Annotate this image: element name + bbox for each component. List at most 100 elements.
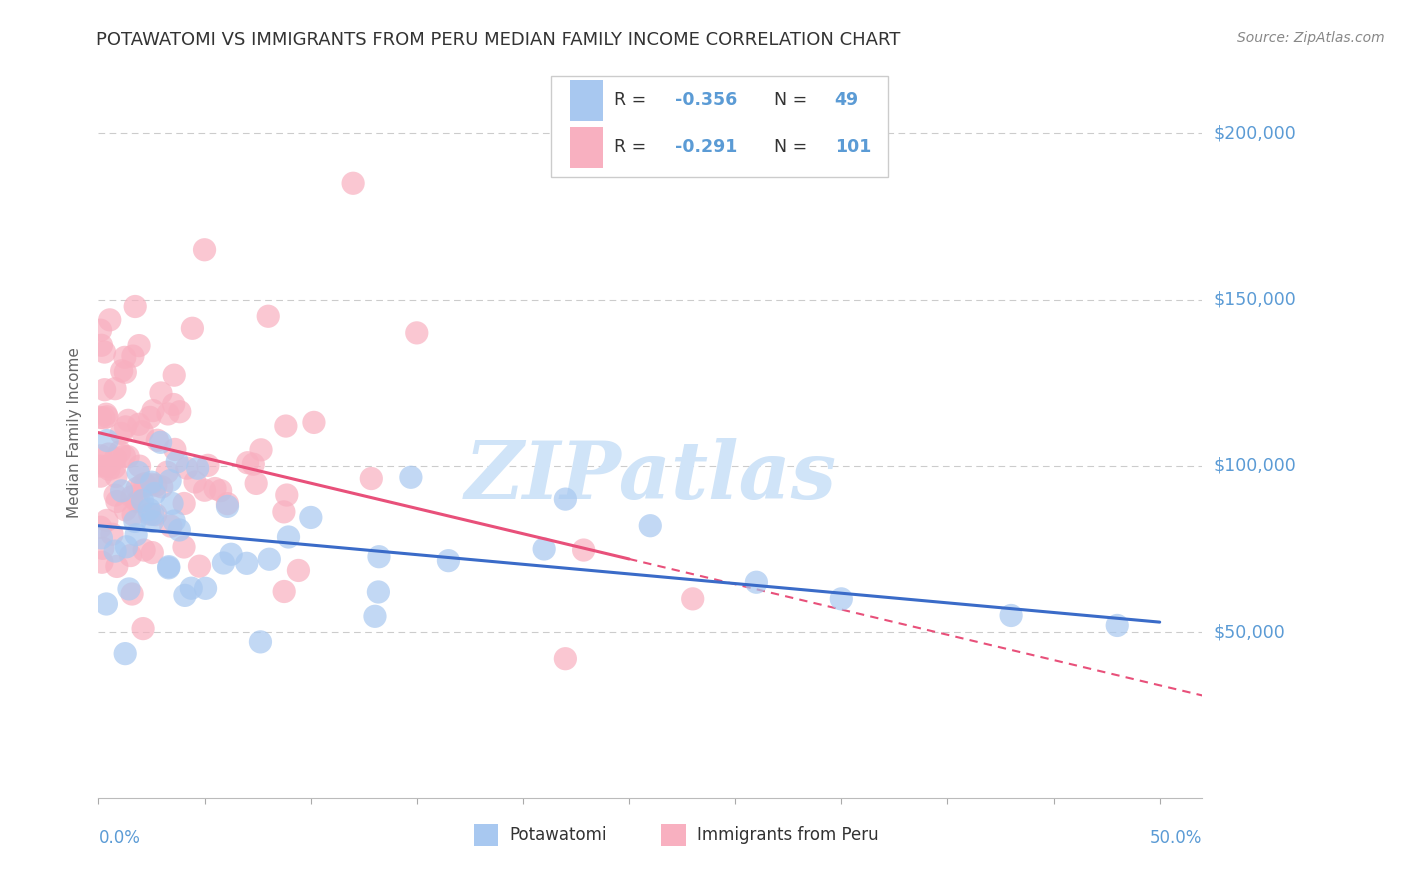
Point: [128, 338, 150, 352]
Point: [163, 514, 186, 528]
Point: [149, 435, 172, 450]
Point: [149, 386, 172, 401]
Point: [219, 547, 242, 561]
Point: [128, 459, 150, 474]
Point: [125, 527, 148, 541]
Point: [127, 481, 149, 495]
Point: [360, 471, 382, 485]
Text: 0.0%: 0.0%: [98, 829, 141, 847]
Text: ZIPatlas: ZIPatlas: [464, 438, 837, 516]
Point: [157, 559, 180, 574]
Point: [399, 470, 422, 484]
Point: [194, 582, 217, 596]
Point: [96, 434, 118, 448]
Point: [160, 496, 183, 510]
Point: [91, 541, 114, 556]
Point: [160, 519, 183, 533]
Point: [572, 543, 595, 558]
Point: [90, 531, 112, 545]
Point: [745, 575, 768, 590]
Point: [437, 554, 460, 568]
Point: [131, 478, 153, 492]
Point: [193, 243, 215, 257]
Point: [114, 365, 136, 379]
Point: [132, 622, 155, 636]
Point: [217, 500, 239, 514]
Point: [94, 407, 117, 421]
Point: [1000, 608, 1022, 623]
Point: [93, 383, 115, 397]
Text: $200,000: $200,000: [1213, 124, 1296, 143]
Point: [554, 651, 576, 665]
Point: [110, 426, 132, 441]
Point: [405, 326, 427, 340]
Point: [173, 496, 195, 510]
Point: [114, 420, 136, 434]
Point: [98, 462, 121, 476]
Point: [217, 497, 239, 511]
Bar: [569, 80, 603, 120]
Point: [103, 460, 125, 475]
Point: [124, 515, 146, 529]
Point: [342, 176, 364, 190]
Point: [90, 338, 112, 352]
Point: [273, 584, 295, 599]
Point: [302, 416, 325, 430]
Point: [236, 456, 259, 470]
Point: [830, 591, 852, 606]
Point: [90, 449, 112, 463]
Point: [364, 609, 387, 624]
Bar: [569, 128, 603, 168]
Bar: [661, 824, 686, 846]
Point: [141, 477, 163, 491]
Point: [117, 413, 139, 427]
Point: [104, 544, 127, 558]
Point: [141, 475, 163, 490]
Point: [111, 364, 134, 378]
Point: [245, 476, 267, 491]
Point: [273, 505, 295, 519]
Point: [128, 494, 150, 508]
Point: [96, 459, 118, 474]
Point: [90, 410, 112, 425]
Point: [277, 530, 299, 544]
Point: [368, 549, 391, 564]
Point: [134, 543, 156, 558]
Point: [367, 585, 389, 599]
Point: [96, 597, 118, 611]
Point: [124, 300, 146, 314]
Point: [114, 647, 136, 661]
Point: [181, 321, 204, 335]
Text: Immigrants from Peru: Immigrants from Peru: [696, 826, 879, 844]
Point: [212, 556, 235, 570]
Point: [138, 502, 160, 516]
Point: [156, 465, 179, 479]
Point: [150, 480, 173, 494]
Point: [114, 503, 136, 517]
Point: [115, 540, 138, 554]
Point: [127, 466, 149, 480]
Point: [204, 482, 226, 496]
Point: [114, 351, 136, 365]
Point: [157, 561, 180, 575]
Point: [163, 442, 186, 457]
Point: [93, 411, 115, 425]
Point: [105, 494, 128, 508]
Point: [156, 407, 179, 421]
Point: [101, 527, 124, 541]
Point: [105, 559, 128, 574]
Point: [162, 397, 184, 411]
Point: [169, 523, 191, 537]
Point: [104, 382, 127, 396]
Point: [112, 449, 135, 463]
Point: [638, 518, 661, 533]
Point: [93, 345, 115, 359]
Point: [259, 552, 281, 566]
Point: [242, 457, 264, 471]
Point: [142, 403, 165, 417]
Point: [249, 635, 271, 649]
Point: [197, 458, 219, 473]
Point: [139, 507, 162, 521]
Point: [117, 450, 139, 464]
Point: [104, 451, 127, 466]
